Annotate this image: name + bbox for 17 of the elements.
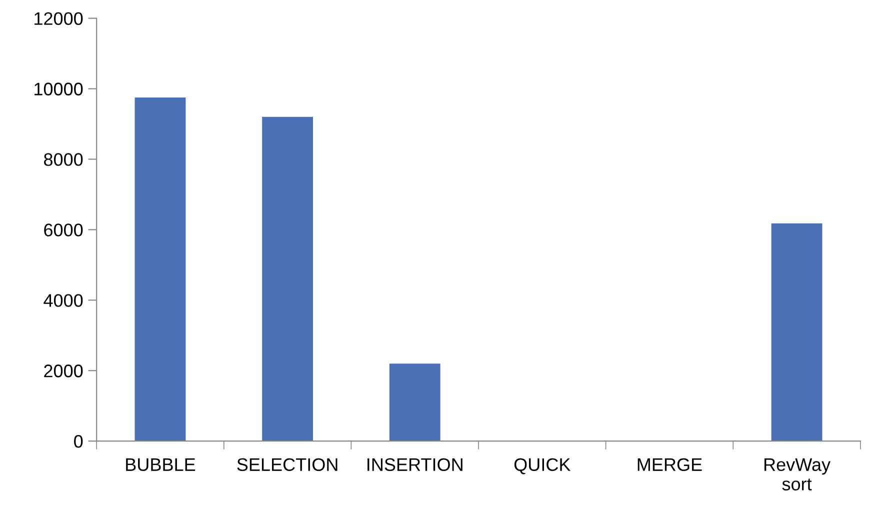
- bar: [389, 364, 440, 442]
- y-tick-label: 0: [74, 435, 83, 448]
- y-tick-label: 12000: [34, 12, 83, 25]
- x-tick-label: MERGE: [638, 458, 702, 472]
- bar: [134, 98, 186, 442]
- x-tick-label: SELECTION: [237, 458, 338, 472]
- y-tick-label: 4000: [44, 294, 83, 307]
- y-tick-label: 6000: [44, 224, 83, 236]
- bar: [771, 223, 822, 442]
- y-tick-label: 10000: [34, 82, 83, 96]
- x-tick-label: RevWay sort: [764, 458, 831, 490]
- x-tick-label: BUBBLE: [126, 458, 196, 472]
- x-tick-label: INSERTION: [368, 458, 462, 472]
- y-tick-label: 2000: [44, 364, 83, 378]
- y-tick-label: 8000: [44, 153, 83, 166]
- x-tick-label: QUICK: [514, 458, 571, 474]
- bar: [262, 116, 314, 442]
